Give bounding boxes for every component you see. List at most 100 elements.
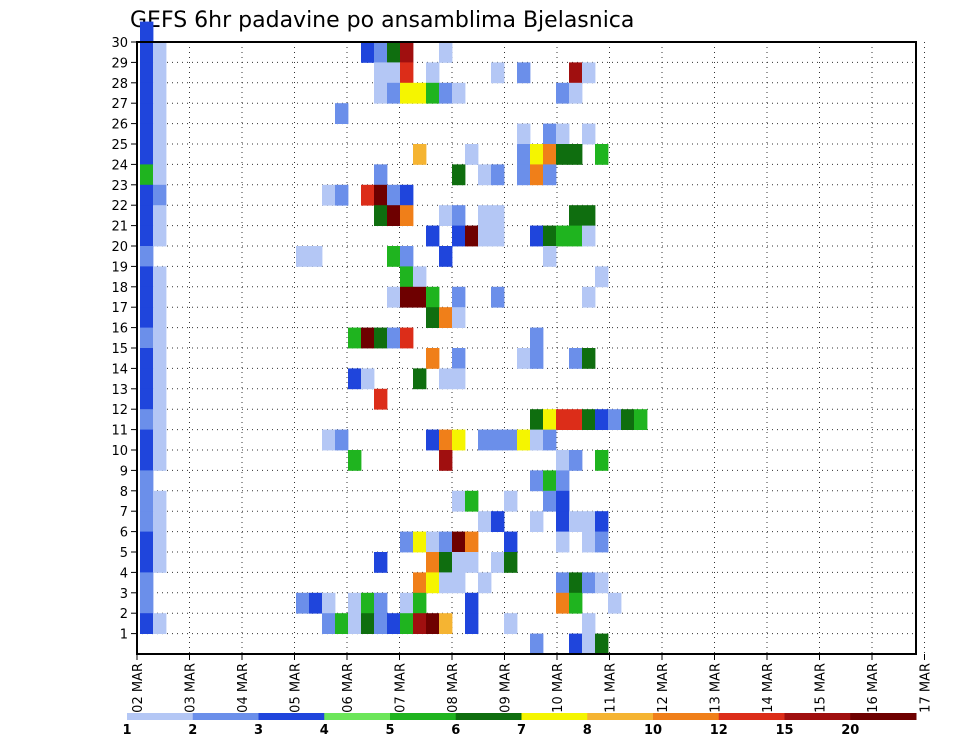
heatmap-cell — [569, 144, 583, 165]
heatmap-cell — [140, 348, 154, 369]
y-tick-label: 21 — [111, 220, 128, 235]
legend-swatch — [784, 713, 851, 720]
heatmap-cell — [504, 490, 518, 512]
y-tick-label: 18 — [111, 281, 128, 296]
heatmap-cell — [153, 225, 167, 247]
heatmap-cell — [335, 184, 349, 206]
heatmap-cell — [530, 327, 544, 349]
heatmap-cell — [608, 592, 622, 614]
heatmap-cell — [413, 144, 427, 165]
legend-label: 6 — [451, 723, 460, 738]
heatmap-cell — [530, 511, 544, 532]
heatmap-cell — [439, 429, 453, 451]
heatmap-cell — [556, 82, 570, 104]
heatmap-cell — [361, 184, 375, 206]
heatmap-cell — [413, 368, 427, 390]
heatmap-cell — [582, 613, 596, 634]
x-tick-label: 12 MAR — [656, 663, 671, 713]
heatmap-cell — [595, 511, 609, 532]
y-tick-label: 6 — [120, 526, 128, 541]
x-tick-label: 17 MAR — [919, 663, 934, 713]
heatmap-cell — [348, 450, 362, 471]
heatmap-cell — [439, 307, 453, 328]
heatmap-cell — [400, 62, 414, 84]
heatmap-cell — [582, 225, 596, 247]
heatmap-cell — [465, 613, 479, 634]
heatmap-cell — [426, 348, 440, 369]
heatmap-cell — [491, 164, 505, 186]
heatmap-cell — [452, 552, 466, 573]
x-tick-label: 15 MAR — [814, 663, 829, 713]
y-tick-label: 24 — [111, 158, 128, 173]
heatmap-cell — [569, 348, 583, 369]
heatmap-cell — [556, 409, 570, 430]
heatmap-cell — [543, 470, 557, 492]
x-tick-label: 07 MAR — [394, 663, 409, 713]
heatmap-cell — [140, 307, 154, 328]
heatmap-cell — [504, 429, 518, 451]
heatmap-cell — [296, 246, 310, 267]
heatmap-cell — [374, 164, 388, 186]
y-tick-label: 23 — [111, 179, 128, 194]
y-tick-label: 15 — [111, 342, 128, 357]
heatmap-cell — [582, 348, 596, 369]
heatmap-cell — [400, 184, 414, 206]
legend-swatch — [455, 713, 522, 720]
heatmap-cell — [140, 572, 154, 594]
heatmap-cell — [517, 62, 531, 84]
heatmap-cell — [543, 225, 557, 247]
heatmap-cell — [400, 531, 414, 553]
heatmap-cell — [322, 429, 336, 451]
heatmap-cell — [478, 205, 492, 226]
heatmap-cell — [426, 286, 440, 308]
heatmap-cell — [374, 42, 388, 63]
heatmap-cell — [582, 62, 596, 84]
heatmap-cell — [153, 552, 167, 573]
heatmap-cell — [140, 266, 154, 288]
heatmap-cell — [400, 327, 414, 349]
heatmap-cell — [634, 409, 648, 430]
heatmap-cell — [452, 368, 466, 390]
legend-label: 8 — [583, 723, 592, 738]
heatmap-cell — [140, 21, 154, 43]
legend-swatch — [653, 713, 720, 720]
heatmap-cell — [400, 82, 414, 104]
y-tick-label: 25 — [111, 138, 128, 153]
heatmap-cell — [140, 144, 154, 165]
heatmap-cell — [491, 286, 505, 308]
legend-swatch — [127, 713, 194, 720]
heatmap-cell — [140, 613, 154, 634]
heatmap-cell — [478, 429, 492, 451]
heatmap-cell — [140, 184, 154, 206]
heatmap-cell — [413, 82, 427, 104]
heatmap-cell — [439, 205, 453, 226]
heatmap-cell — [153, 388, 167, 410]
heatmap-cell — [400, 613, 414, 634]
heatmap-cell — [153, 613, 167, 634]
heatmap-cell — [140, 327, 154, 349]
x-axis: 02 MAR 03 MAR 04 MAR 05 MAR 06 MAR 07 MAR 08 M… — [131, 654, 934, 713]
heatmap-cell — [478, 225, 492, 247]
heatmap-cell — [387, 286, 401, 308]
heatmap-cells — [140, 21, 648, 655]
heatmap-cell — [374, 552, 388, 573]
heatmap-cell — [491, 205, 505, 226]
heatmap-cell — [569, 82, 583, 104]
heatmap-cell — [140, 490, 154, 512]
heatmap-cell — [153, 348, 167, 369]
heatmap-cell — [452, 348, 466, 369]
heatmap-cell — [335, 613, 349, 634]
legend-label: 12 — [710, 723, 728, 738]
heatmap-cell — [582, 633, 596, 655]
color-legend: 1 2 3 4 5 6 7 8 10 12 15 20 — [122, 713, 917, 738]
heatmap-cell — [153, 286, 167, 308]
heatmap-cell — [426, 225, 440, 247]
heatmap-cell — [465, 225, 479, 247]
heatmap-cell — [530, 633, 544, 655]
legend-label: 4 — [320, 723, 329, 738]
x-tick-label: 04 MAR — [236, 663, 251, 713]
y-tick-label: 26 — [111, 118, 128, 133]
heatmap-cell — [569, 511, 583, 532]
heatmap-cell — [140, 205, 154, 226]
